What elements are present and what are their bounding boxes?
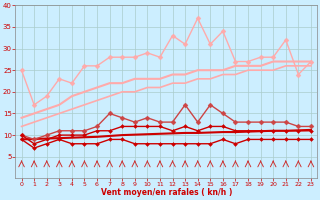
- X-axis label: Vent moyen/en rafales ( kn/h ): Vent moyen/en rafales ( kn/h ): [100, 188, 232, 197]
